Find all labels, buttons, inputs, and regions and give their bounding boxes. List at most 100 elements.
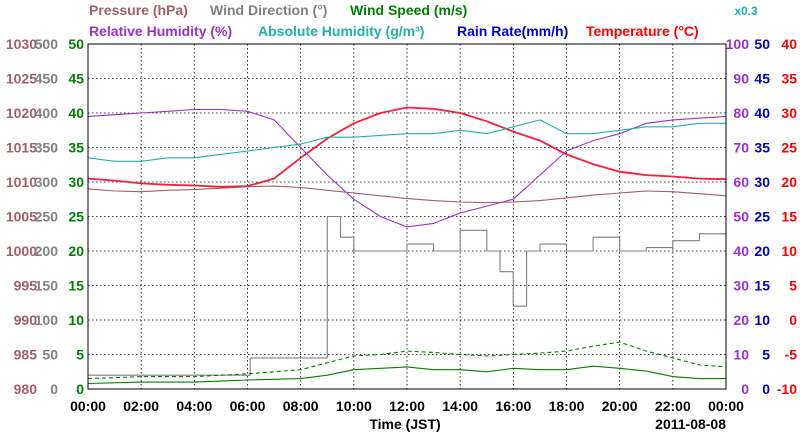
x-tick-label: 08:00 bbox=[283, 398, 319, 414]
grid bbox=[88, 44, 726, 389]
x-tick-label: 18:00 bbox=[549, 398, 585, 414]
rain-rate-tick-label: 30 bbox=[754, 174, 770, 190]
legend-relative-humidity: Relative Humidity (%) bbox=[89, 23, 232, 39]
pressure-tick-label: 1020 bbox=[6, 105, 37, 121]
relative-humidity-tick-label: 0 bbox=[741, 381, 749, 397]
wind-speed-tick-label: 30 bbox=[68, 174, 84, 190]
temperature-tick-label: -10 bbox=[777, 381, 797, 397]
wind-direction-tick-label: 100 bbox=[35, 312, 59, 328]
legend-wind-direction: Wind Direction (°) bbox=[210, 2, 327, 18]
temperature-tick-label: 0 bbox=[789, 312, 797, 328]
relative-humidity-tick-label: 20 bbox=[733, 312, 749, 328]
temperature-tick-label: 20 bbox=[781, 174, 797, 190]
wind-direction-tick-label: 200 bbox=[35, 243, 59, 259]
rain-rate-tick-label: 35 bbox=[754, 140, 770, 156]
pressure-tick-label: 995 bbox=[14, 278, 38, 294]
legend-rain-rate: Rain Rate(mm/h) bbox=[457, 23, 568, 39]
series-line-2 bbox=[87, 119, 726, 162]
wind-direction-tick-label: 250 bbox=[35, 209, 59, 225]
x-tick-label: 02:00 bbox=[123, 398, 159, 414]
rain-rate-tick-label: 5 bbox=[762, 347, 770, 363]
rain-rate-tick-label: 40 bbox=[754, 105, 770, 121]
wind-direction-tick-label: 150 bbox=[35, 278, 59, 294]
temperature-tick-label: 15 bbox=[781, 209, 797, 225]
pressure-tick-label: 1030 bbox=[6, 36, 37, 52]
temperature-tick-label: 30 bbox=[781, 105, 797, 121]
wind-speed-tick-label: 5 bbox=[76, 347, 84, 363]
rain-rate-tick-label: 50 bbox=[754, 36, 770, 52]
x-tick-label: 04:00 bbox=[176, 398, 212, 414]
temperature-tick-label: 5 bbox=[789, 278, 797, 294]
series-layer bbox=[87, 106, 727, 385]
relative-humidity-tick-label: 10 bbox=[733, 347, 749, 363]
relative-humidity-tick-label: 90 bbox=[733, 71, 749, 87]
rain-rate-tick-label: 25 bbox=[754, 209, 770, 225]
rain-rate-tick-label: 10 bbox=[754, 312, 770, 328]
temperature-tick-label: 25 bbox=[781, 140, 797, 156]
absolute-humidity-scale-label: x0.3 bbox=[734, 4, 758, 18]
wind-speed-tick-label: 25 bbox=[68, 209, 84, 225]
rain-rate-tick-label: 20 bbox=[754, 243, 770, 259]
relative-humidity-tick-label: 60 bbox=[733, 174, 749, 190]
relative-humidity-tick-label: 80 bbox=[733, 105, 749, 121]
legend-absolute-humidity: Absolute Humidity (g/m³) bbox=[258, 23, 424, 39]
wind-speed-tick-label: 35 bbox=[68, 140, 84, 156]
temperature-tick-label: 35 bbox=[781, 71, 797, 87]
x-tick-label: 06:00 bbox=[230, 398, 266, 414]
rain-rate-tick-label: 45 bbox=[754, 71, 770, 87]
pressure-tick-label: 1015 bbox=[6, 140, 37, 156]
series-line-3 bbox=[87, 185, 727, 204]
series-line-6 bbox=[87, 341, 727, 380]
wind-speed-tick-label: 20 bbox=[68, 243, 84, 259]
relative-humidity-tick-label: 70 bbox=[733, 140, 749, 156]
relative-humidity-tick-label: 50 bbox=[733, 209, 749, 225]
pressure-tick-label: 1000 bbox=[6, 243, 37, 259]
x-tick-label: 10:00 bbox=[336, 398, 372, 414]
relative-humidity-tick-label: 100 bbox=[726, 36, 750, 52]
legend-pressure: Pressure (hPa) bbox=[89, 2, 188, 18]
pressure-tick-label: 1010 bbox=[6, 174, 37, 190]
x-tick-label: 14:00 bbox=[442, 398, 478, 414]
series-line-1 bbox=[87, 108, 727, 228]
x-tick-label: 20:00 bbox=[602, 398, 638, 414]
plot-frame bbox=[87, 43, 727, 390]
x-tick-label: 00:00 bbox=[70, 398, 106, 414]
legend-wind-speed: Wind Speed (m/s) bbox=[350, 2, 467, 18]
wind-speed-tick-label: 40 bbox=[68, 105, 84, 121]
wind-speed-tick-label: 15 bbox=[68, 278, 84, 294]
wind-direction-tick-label: 50 bbox=[42, 347, 58, 363]
pressure-tick-label: 980 bbox=[14, 381, 38, 397]
pressure-tick-label: 985 bbox=[14, 347, 38, 363]
x-tick-label: 12:00 bbox=[389, 398, 425, 414]
pressure-tick-label: 1025 bbox=[6, 71, 37, 87]
x-tick-label: 00:00 bbox=[708, 398, 744, 414]
series-line-4 bbox=[88, 215, 727, 376]
x-tick-label: 16:00 bbox=[495, 398, 531, 414]
wind-speed-tick-label: 45 bbox=[68, 71, 84, 87]
wind-direction-tick-label: 0 bbox=[50, 381, 58, 397]
series-line-5 bbox=[87, 365, 726, 385]
wind-direction-tick-label: 350 bbox=[35, 140, 59, 156]
relative-humidity-tick-label: 30 bbox=[733, 278, 749, 294]
legend-temperature: Temperature (°C) bbox=[586, 23, 699, 39]
wind-speed-tick-label: 10 bbox=[68, 312, 84, 328]
series-line-0 bbox=[87, 106, 727, 188]
relative-humidity-tick-label: 40 bbox=[733, 243, 749, 259]
wind-direction-tick-label: 450 bbox=[35, 71, 59, 87]
rain-rate-tick-label: 0 bbox=[762, 381, 770, 397]
wind-direction-tick-label: 300 bbox=[35, 174, 59, 190]
pressure-tick-label: 1005 bbox=[6, 209, 37, 225]
wind-speed-tick-label: 50 bbox=[68, 36, 84, 52]
x-tick-label: 22:00 bbox=[655, 398, 691, 414]
wind-direction-tick-label: 500 bbox=[35, 36, 59, 52]
x-axis-title: Time (JST) bbox=[369, 416, 440, 432]
chart-date: 2011-08-08 bbox=[655, 416, 726, 432]
axis-tick-labels: 1030102510201015101010051000995990985980… bbox=[6, 36, 797, 414]
wind-speed-tick-label: 0 bbox=[76, 381, 84, 397]
rain-rate-tick-label: 15 bbox=[754, 278, 770, 294]
temperature-tick-label: -5 bbox=[785, 347, 798, 363]
temperature-tick-label: 40 bbox=[781, 36, 797, 52]
wind-direction-tick-label: 400 bbox=[35, 105, 59, 121]
pressure-tick-label: 990 bbox=[14, 312, 38, 328]
